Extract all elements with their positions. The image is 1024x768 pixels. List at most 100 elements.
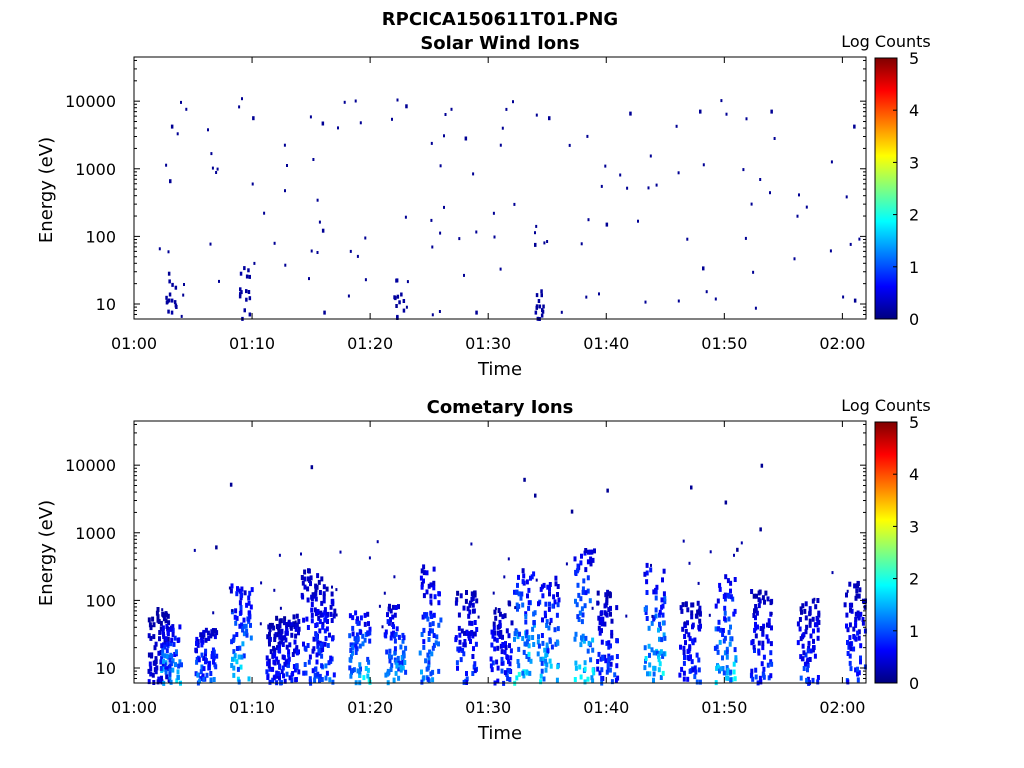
cometary-cell — [462, 679, 466, 685]
cometary-cell — [429, 671, 433, 677]
solar-wind-cell — [321, 228, 325, 233]
cometary-cell — [752, 613, 756, 618]
cometary-cell — [206, 630, 210, 636]
cometary-cell — [355, 639, 359, 645]
cometary-cell — [508, 643, 511, 649]
cometary-cell — [506, 676, 510, 682]
cometary-cell — [351, 645, 354, 651]
cometary-cell — [659, 675, 663, 680]
cometary-cell — [175, 678, 179, 684]
solar-wind-cell — [677, 299, 680, 303]
cometary-cell — [718, 586, 722, 592]
cometary-cell — [459, 593, 463, 599]
cometary-cell — [605, 597, 609, 603]
cometary-cell — [431, 677, 435, 683]
cometary-cell — [690, 610, 694, 616]
cometary-cell — [363, 637, 367, 643]
cometary-cell — [169, 652, 173, 658]
cometary-cell — [437, 600, 441, 606]
solar-wind-cell — [548, 116, 551, 121]
cometary-cell — [245, 632, 249, 638]
cometary-cell — [577, 617, 581, 622]
solar-wind-cell — [245, 289, 248, 294]
cometary-cell — [427, 655, 431, 661]
cometary-cell — [652, 589, 656, 595]
cometary-cell — [297, 619, 301, 624]
cometary-cell — [231, 656, 234, 662]
cometary-cell — [420, 581, 424, 587]
cometary-cell — [662, 591, 666, 597]
cometary-cell — [723, 605, 727, 611]
cometary-cell — [541, 656, 545, 662]
cometary-cell — [521, 636, 525, 641]
cometary-cell — [420, 669, 423, 675]
cometary-cell — [761, 640, 765, 646]
cometary-cell — [729, 669, 733, 675]
cometary-cell — [610, 679, 614, 685]
cometary-cell — [173, 635, 177, 641]
cometary-cell — [859, 643, 863, 649]
solar-wind-cell — [475, 230, 478, 234]
cometary-cell — [657, 667, 661, 673]
cometary-cell — [328, 632, 331, 638]
cometary-cell — [323, 628, 327, 634]
cometary-cell — [239, 664, 243, 670]
cometary-cell — [348, 613, 352, 619]
cometary-cell — [544, 613, 547, 619]
cometary-cell — [160, 679, 164, 685]
cometary-cell — [727, 616, 731, 622]
cometary-cell — [536, 651, 540, 657]
cometary-cell — [388, 648, 392, 654]
cometary-cell — [858, 587, 862, 593]
cometary-x-tick-label: 01:40 — [583, 698, 629, 717]
solar-wind-cell — [450, 107, 453, 111]
solar-wind-cell — [247, 290, 251, 294]
cometary-cell — [809, 648, 813, 654]
cometary-cell — [599, 656, 603, 662]
solar-wind-cell — [183, 283, 185, 286]
cometary-cell — [582, 638, 586, 644]
cometary-cell — [329, 604, 333, 610]
cometary-cell — [734, 655, 738, 661]
cometary-cell — [729, 624, 732, 630]
cometary-cell — [610, 655, 614, 661]
cometary-cell — [588, 549, 592, 555]
cometary-cell — [857, 593, 861, 599]
cometary-cell — [230, 639, 234, 645]
cometary-cell — [368, 638, 372, 644]
cometary-cell — [600, 639, 604, 645]
cometary-cell — [161, 611, 165, 617]
cometary-cell — [597, 625, 601, 631]
cometary-cell — [327, 660, 331, 666]
cometary-cell — [733, 608, 737, 614]
cometary-cell — [170, 637, 174, 643]
cometary-cell — [381, 625, 384, 629]
cometary-cell — [504, 645, 508, 651]
solar-wind-cell — [475, 310, 478, 315]
cometary-cell — [721, 666, 725, 671]
solar-wind-x-tick-label: 01:50 — [701, 334, 747, 353]
cometary-cell — [613, 672, 617, 678]
cometary-cell — [541, 617, 544, 623]
cometary-cell — [260, 581, 263, 585]
solar-wind-cell — [805, 205, 808, 209]
solar-wind-cell — [168, 298, 171, 303]
solar-wind-cell — [238, 294, 242, 299]
cometary-cell — [557, 597, 561, 603]
cometary-cell — [385, 649, 389, 655]
cometary-cell — [454, 635, 458, 641]
cometary-cell — [590, 675, 594, 681]
cometary-cell — [232, 672, 236, 678]
cometary-cell — [285, 628, 289, 634]
cometary-cell — [755, 610, 759, 616]
cometary-cell — [165, 674, 169, 680]
cometary-cell — [574, 598, 577, 604]
cometary-cell — [806, 662, 810, 668]
cometary-cell — [803, 661, 807, 667]
solar-wind-cell — [240, 290, 243, 295]
cometary-cell — [439, 617, 443, 623]
cometary-cell — [157, 619, 161, 624]
cometary-cell — [544, 601, 548, 607]
cometary-cell — [197, 657, 201, 663]
cometary-cell — [498, 634, 502, 639]
